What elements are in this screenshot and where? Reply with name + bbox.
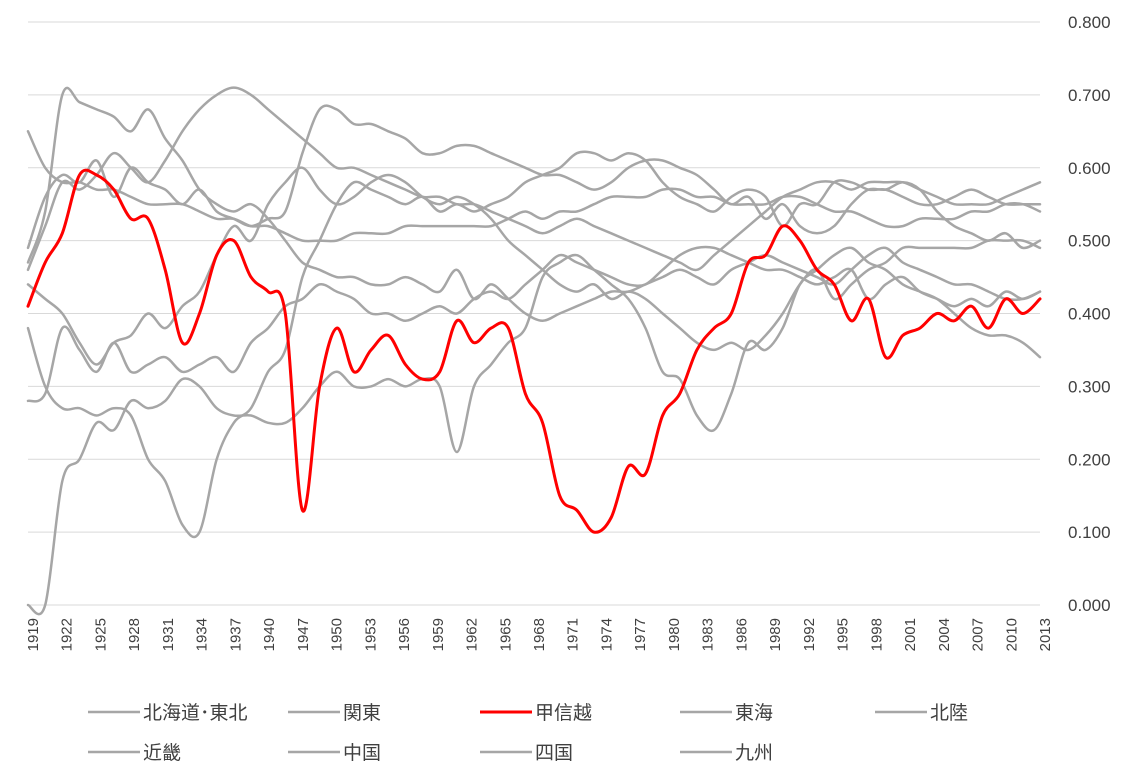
x-tick-label: 2007: [970, 618, 987, 651]
x-tick-label: 1989: [767, 618, 784, 651]
y-tick-label: 0.500: [1068, 232, 1111, 251]
legend-label: 四国: [535, 742, 573, 764]
x-tick-label: 1931: [160, 618, 177, 651]
series-line-5: [26, 166, 1042, 366]
x-tick-label: 1965: [497, 618, 514, 651]
x-axis-tick-labels: 1919 1922 1925 1928 1931 1934 1937 1940 1947 1950…: [25, 618, 1054, 651]
legend-label: 近畿: [143, 742, 181, 764]
legend-label: 甲信越: [535, 702, 592, 724]
x-tick-label: 2004: [936, 618, 953, 651]
x-tick-label: 1947: [295, 618, 312, 651]
x-tick-label: 1968: [531, 618, 548, 651]
series-line-7: [26, 150, 1042, 539]
x-tick-label: 1962: [464, 618, 481, 651]
y-tick-label: 0.600: [1068, 159, 1111, 178]
legend-label: 関東: [343, 702, 381, 724]
x-tick-label: 1998: [868, 618, 885, 651]
legend-label: 北陸: [930, 702, 968, 724]
legend-label: 東海: [735, 702, 773, 724]
x-tick-label: 1925: [92, 618, 109, 651]
y-tick-label: 0.400: [1068, 305, 1111, 324]
y-tick-label: 0.800: [1068, 13, 1111, 32]
legend-label: 北海道･東北: [143, 702, 248, 724]
x-tick-label: 1959: [430, 618, 447, 651]
x-tick-label: 1937: [227, 618, 244, 651]
x-tick-label: 1977: [632, 618, 649, 651]
x-tick-label: 1934: [194, 618, 211, 651]
series-line-8: [26, 246, 1042, 616]
x-tick-label: 1986: [733, 618, 750, 651]
x-tick-label: 1995: [835, 618, 852, 651]
x-tick-label: 1980: [666, 618, 683, 651]
series-line-2: [26, 130, 1042, 243]
x-tick-label: 1971: [565, 618, 582, 651]
x-tick-label: 2010: [1003, 618, 1020, 651]
legend-label: 九州: [735, 742, 773, 764]
y-axis-tick-labels: 0.000 0.100 0.200 0.300 0.400 0.500 0.600 0.700…: [1068, 13, 1111, 615]
y-tick-label: 0.300: [1068, 377, 1111, 396]
x-tick-label: 1922: [59, 618, 76, 651]
x-tick-label: 1992: [801, 618, 818, 651]
x-tick-label: 1974: [598, 618, 615, 651]
y-tick-label: 0.200: [1068, 450, 1111, 469]
x-tick-label: 1919: [25, 618, 42, 651]
gridlines: [28, 21, 1040, 606]
x-tick-label: 1950: [329, 618, 346, 651]
y-tick-label: 0.100: [1068, 523, 1111, 542]
series-line-9: [26, 104, 1042, 250]
x-tick-label: 1953: [362, 618, 379, 651]
series-lines: [26, 86, 1042, 616]
series-line-3: [26, 168, 1042, 534]
x-tick-label: 1940: [261, 618, 278, 651]
series-line-6: [26, 86, 1042, 272]
legend-label: 中国: [343, 742, 381, 764]
x-tick-label: 1928: [126, 618, 143, 651]
x-tick-label: 1983: [700, 618, 717, 651]
x-tick-label: 2013: [1037, 618, 1054, 651]
y-tick-label: 0.000: [1068, 596, 1111, 615]
x-tick-label: 1956: [396, 618, 413, 651]
y-tick-label: 0.700: [1068, 86, 1111, 105]
x-tick-label: 2001: [902, 618, 919, 651]
